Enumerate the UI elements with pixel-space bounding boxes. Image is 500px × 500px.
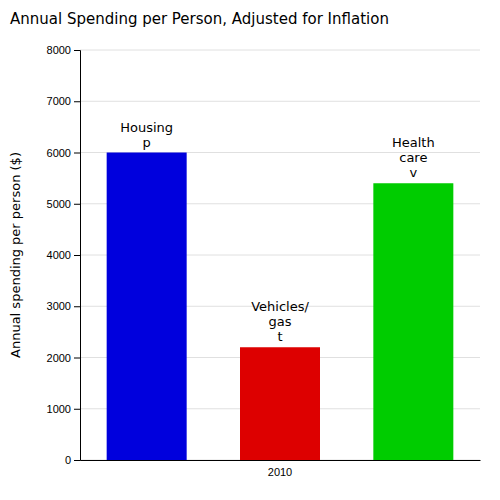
annotation-line: Vehicles/ [251,299,309,314]
y-axis: 0 1000 2000 3000 4000 5000 6000 7000 8000 [47,44,81,466]
y-tick-mark [74,358,80,359]
x-axis-line [81,460,481,461]
plot: 0 1000 2000 3000 4000 5000 6000 7000 8000 2010 Hou… [47,44,481,478]
y-tick: 3000 [47,300,80,312]
y-tick-mark [74,101,80,102]
grid-line [80,50,480,51]
annotation-line: gas [269,314,292,329]
bars [107,153,454,461]
y-tick: 0 [65,454,80,466]
y-tick: 7000 [47,95,80,107]
y-tick-label: 6000 [47,147,71,159]
annotation-line: t [277,329,282,344]
y-tick: 1000 [47,403,80,415]
y-tick-label: 5000 [47,198,71,210]
title: Annual Spending per Person, Adjusted for… [10,10,389,28]
y-tick-mark [74,409,80,410]
y-tick-mark [74,460,80,461]
bar-annotation: Healthcarev [392,135,435,180]
annotation-line: care [399,150,427,165]
bar [373,183,453,460]
x-axis: 2010 [81,460,481,478]
y-tick-label: 2000 [47,352,71,364]
y-tick-mark [74,306,80,307]
x-tick-label: 2010 [268,466,292,478]
y-axis-line [74,51,81,461]
y-axis-title: Annual spending per person ($) [8,152,23,358]
y-tick: 4000 [47,249,80,261]
annotation-line: p [143,135,151,150]
y-tick-mark [74,153,80,154]
y-tick-label: 8000 [47,44,71,56]
bar [240,347,320,460]
annotation-line: v [409,165,417,180]
y-tick: 8000 [47,44,80,56]
y-tick-mark [74,204,80,205]
bar [107,153,187,461]
grid [80,50,480,460]
annotations: Housingp Vehicles/gast Healthcarev [120,120,434,345]
annotation-line: Health [392,135,435,150]
grid-line [80,101,480,102]
y-tick-label: 0 [65,454,71,466]
y-tick-label: 1000 [47,403,71,415]
y-tick: 5000 [47,198,80,210]
y-tick-label: 7000 [47,95,71,107]
bar-annotation: Vehicles/gast [251,299,309,344]
x-tick: 2010 [268,460,292,478]
y-tick: 2000 [47,352,80,364]
y-tick: 6000 [47,147,80,159]
y-tick-mark [74,255,80,256]
annotation-line: Housing [120,120,173,135]
y-tick-label: 4000 [47,249,71,261]
y-tick-label: 3000 [47,300,71,312]
chart: 0 1000 2000 3000 4000 5000 6000 7000 8000 2010 Hou… [0,0,500,500]
bar-annotation: Housingp [120,120,173,150]
y-tick-mark [74,50,80,51]
